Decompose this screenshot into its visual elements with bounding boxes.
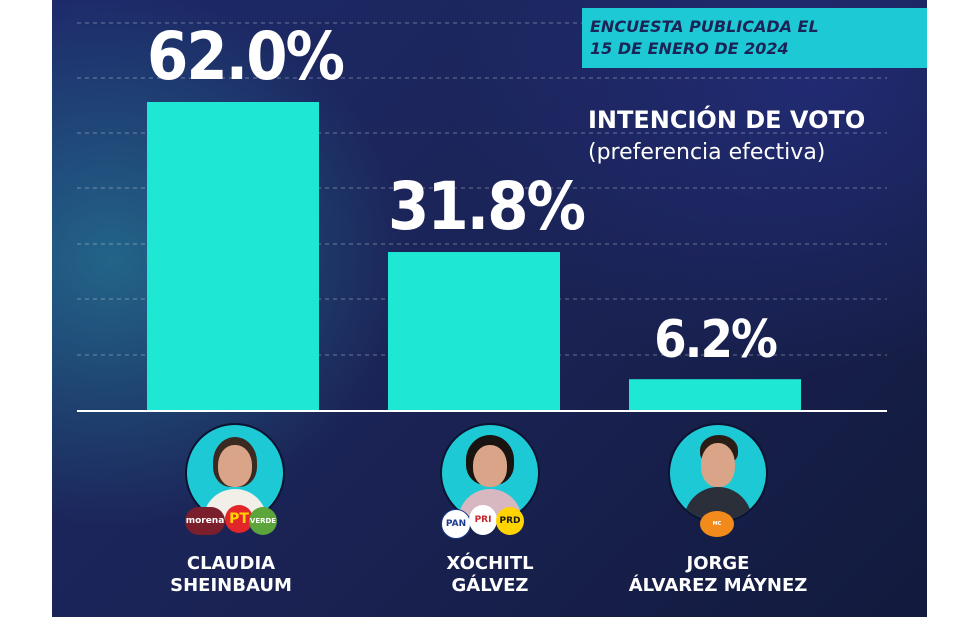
chart-panel: ENCUESTA PUBLICADA EL 15 DE ENERO DE 202… (52, 0, 927, 617)
candidate-name-sheinbaum: CLAUDIA SHEINBAUM (131, 553, 331, 597)
candidate-name-galvez: XÓCHITL GÁLVEZ (390, 553, 590, 597)
data-label-alvarez: 6.2% (654, 310, 778, 370)
data-label-sheinbaum: 62.0% (147, 18, 345, 95)
chart-title: INTENCIÓN DE VOTO (588, 106, 866, 134)
candidate-name-alvarez: JORGE ÁLVAREZ MÁYNEZ (618, 553, 818, 597)
bar-1 (147, 102, 319, 410)
survey-date-line-1: ENCUESTA PUBLICADA EL (590, 17, 819, 36)
candidate-name-line-1: XÓCHITL (446, 553, 534, 574)
pan-logo: PAN (441, 509, 471, 539)
data-label-galvez: 31.8% (388, 168, 586, 245)
chart-subtitle: (preferencia efectiva) (588, 140, 826, 165)
bar-3 (629, 379, 801, 410)
bar-chart (77, 22, 887, 412)
candidate-name-line-2: ÁLVAREZ MÁYNEZ (628, 575, 808, 596)
morena-logo: morena (185, 507, 225, 535)
candidate-name-line-1: JORGE (686, 553, 750, 574)
candidate-name-line-2: SHEINBAUM (170, 575, 292, 596)
candidate-name-line-1: CLAUDIA (186, 553, 276, 574)
verde-logo: VERDE (249, 507, 277, 535)
pri-logo: PRI (469, 505, 497, 535)
movimiento-ciudadano-logo: MC (700, 511, 734, 537)
candidate-name-line-2: GÁLVEZ (451, 575, 529, 596)
survey-date-line-2: 15 DE ENERO DE 2024 (590, 39, 789, 58)
pt-logo: PT (225, 505, 253, 533)
avatar-alvarez (668, 423, 768, 523)
survey-date-box: ENCUESTA PUBLICADA EL 15 DE ENERO DE 202… (582, 8, 927, 68)
prd-logo: PRD (496, 507, 524, 535)
bar-2 (388, 252, 560, 410)
